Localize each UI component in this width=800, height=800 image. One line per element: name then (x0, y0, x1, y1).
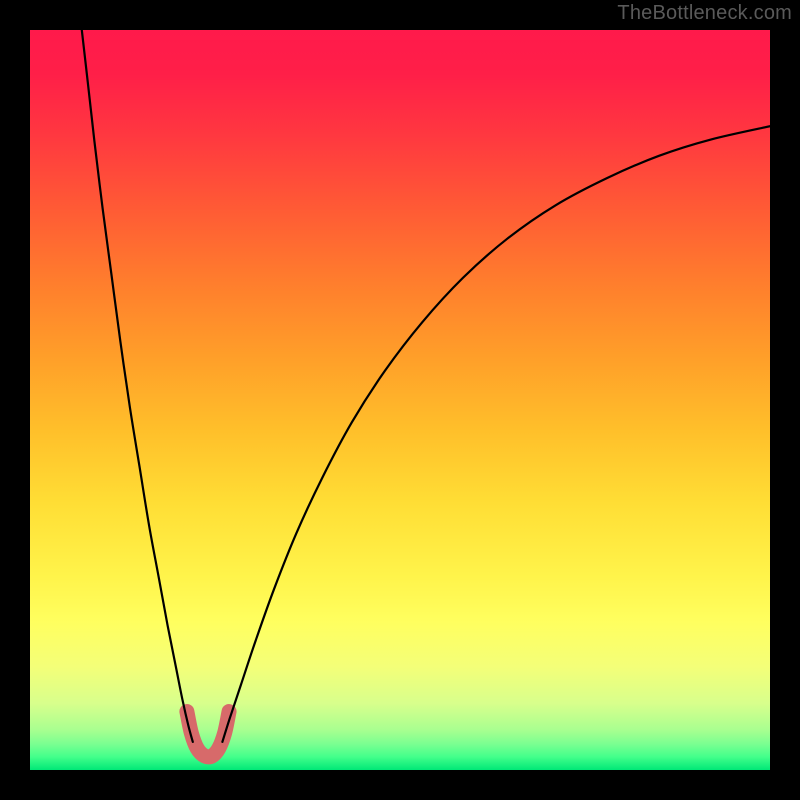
plot-background (30, 30, 770, 770)
chart-svg (0, 0, 800, 800)
watermark-text: TheBottleneck.com (617, 2, 792, 25)
chart-stage: TheBottleneck.com (0, 0, 800, 800)
